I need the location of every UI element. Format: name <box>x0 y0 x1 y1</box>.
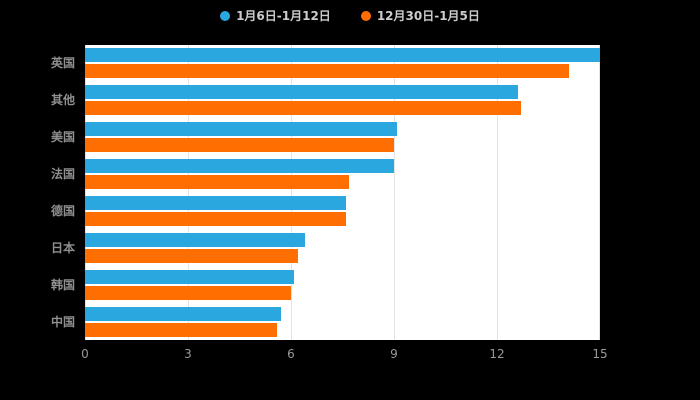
legend-swatch-icon <box>220 10 231 21</box>
bar-series1-category1 <box>85 48 600 63</box>
bar-series2-category2 <box>85 101 522 116</box>
x-tick-label-9: 9 <box>390 347 398 361</box>
bar-series2-category7 <box>85 285 291 300</box>
gridline-x-3 <box>188 45 189 340</box>
category-label-1: 英国 <box>50 56 75 71</box>
bar-series2-category4 <box>85 175 350 190</box>
category-label-2: 其他 <box>50 93 75 108</box>
x-tick-label-15: 15 <box>592 347 608 361</box>
bar-series2-category5 <box>85 211 346 226</box>
category-label-7: 韩国 <box>50 277 75 292</box>
bar-series2-category1 <box>85 64 570 79</box>
category-label-3: 美国 <box>50 130 75 145</box>
legend: 1月6日-1月12日 12月30日-1月5日 <box>0 7 700 24</box>
gridline-x-12 <box>497 45 498 340</box>
x-tick-label-6: 6 <box>287 347 295 361</box>
bar-series2-category8 <box>85 322 278 337</box>
legend-swatch-icon <box>360 10 371 21</box>
legend-label: 1月6日-1月12日 <box>236 9 331 23</box>
plot-area <box>85 45 600 340</box>
category-label-8: 中国 <box>50 314 75 329</box>
legend-label: 12月30日-1月5日 <box>376 9 480 23</box>
bar-series1-category3 <box>85 122 398 137</box>
bar-series1-category5 <box>85 195 346 210</box>
x-tick-label-12: 12 <box>489 347 505 361</box>
bar-series1-category6 <box>85 232 305 247</box>
category-label-5: 德国 <box>50 203 75 218</box>
bar-series1-category8 <box>85 306 281 321</box>
bar-series2-category6 <box>85 248 298 263</box>
gridline-x-0 <box>85 45 86 340</box>
bar-series1-category2 <box>85 85 518 100</box>
legend-item-series2[interactable]: 12月30日-1月5日 <box>360 7 480 24</box>
category-label-4: 法国 <box>50 167 75 182</box>
x-tick-label-0: 0 <box>81 347 89 361</box>
bar-series1-category7 <box>85 269 295 284</box>
legend-item-series1[interactable]: 1月6日-1月12日 <box>220 7 331 24</box>
gridline-x-15 <box>599 45 600 340</box>
bar-series1-category4 <box>85 159 394 174</box>
bar-series2-category3 <box>85 138 394 153</box>
x-tick-label-3: 3 <box>184 347 192 361</box>
gridline-x-6 <box>291 45 292 340</box>
gridline-x-9 <box>394 45 395 340</box>
category-label-6: 日本 <box>50 240 75 255</box>
